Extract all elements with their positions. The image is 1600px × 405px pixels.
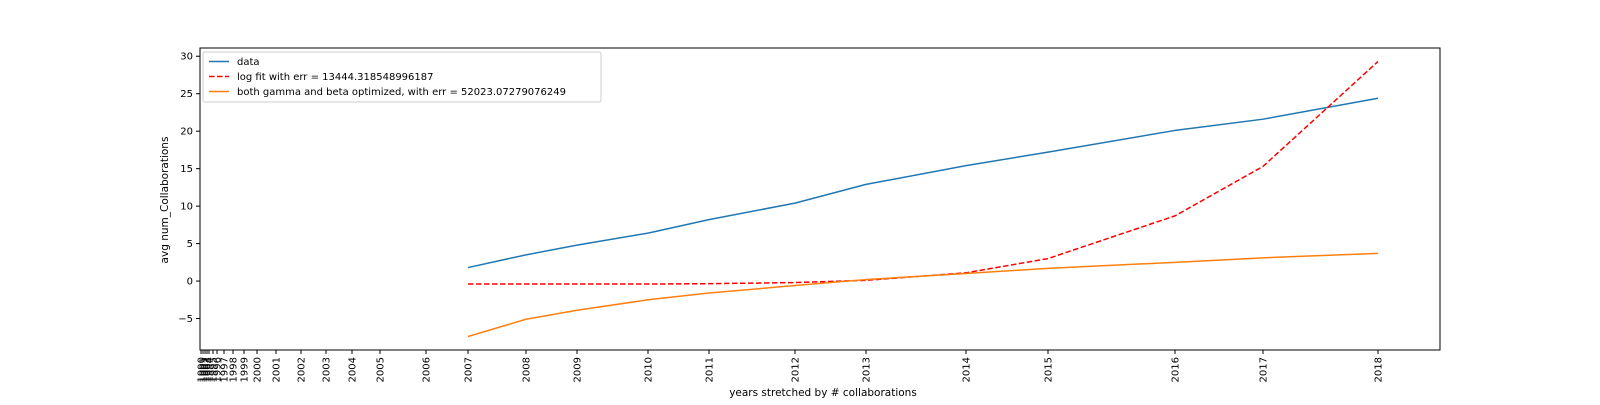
- x-tick-label: 2013: [862, 357, 873, 382]
- y-tick-label: 5: [187, 239, 193, 250]
- x-tick-label: 1991: [199, 357, 210, 382]
- x-tick-label: 2005: [376, 357, 387, 382]
- x-tick-label: 1995: [209, 357, 220, 382]
- x-tick-label: 2000: [253, 357, 264, 382]
- y-tick-label: 20: [180, 127, 193, 138]
- y-tick-label: 25: [180, 89, 193, 100]
- x-tick-label: 2010: [644, 357, 655, 382]
- x-tick-label: 1994: [205, 357, 216, 382]
- series-line-1: [467, 97, 1379, 269]
- y-axis-label: avg num_Collaborations: [159, 137, 171, 264]
- x-tick-label: 1993: [203, 357, 214, 382]
- x-tick-label: 2001: [272, 357, 283, 382]
- x-axis-label: years stretched by # collaborations: [729, 387, 917, 399]
- x-tick-label: 2007: [464, 357, 475, 382]
- series-line-2: [468, 60, 1379, 285]
- legend-label-3: both gamma and beta optimized, with err …: [237, 87, 566, 98]
- x-tick-label: 2009: [573, 357, 584, 382]
- x-tick-label: 2015: [1044, 357, 1055, 382]
- y-tick-label: 30: [180, 52, 193, 63]
- series-line-3: [467, 252, 1379, 338]
- x-tick-label: 2002: [297, 357, 308, 382]
- x-tick-label: 2011: [705, 357, 716, 382]
- x-tick-label: 1996: [213, 357, 224, 382]
- x-tick-label: 1990: [197, 357, 208, 382]
- x-tick-label: 2014: [962, 357, 973, 382]
- x-tick-label: 2018: [1374, 357, 1385, 382]
- y-tick-label: 15: [180, 164, 193, 175]
- x-tick-label: 2012: [791, 357, 802, 382]
- x-tick-label: 2016: [1171, 357, 1182, 382]
- x-tick-label: 2004: [348, 357, 359, 382]
- x-tick-label: 1997: [220, 357, 231, 382]
- x-tick-label: 2017: [1259, 357, 1270, 382]
- x-tick-label: 1992: [201, 357, 212, 382]
- y-ticks: −5 0 5 10 15 20 25 30: [178, 52, 200, 325]
- x-tick-label: 2008: [522, 357, 533, 382]
- legend-label-1: data: [237, 57, 260, 68]
- x-tick-label: 2003: [322, 357, 333, 382]
- legend-box: [202, 51, 602, 103]
- plot-frame: [199, 47, 1441, 351]
- x-tick-label: 1999: [240, 357, 251, 382]
- legend: data log fit with err = 13444.31854899618…: [202, 51, 602, 103]
- y-tick-label: 0: [187, 277, 193, 288]
- legend-label-2: log fit with err = 13444.318548996187: [237, 72, 434, 83]
- x-tick-label: 2006: [422, 357, 433, 382]
- y-tick-label: 10: [180, 202, 193, 213]
- y-tick-label: −5: [178, 314, 193, 325]
- plot-layer: [467, 60, 1379, 338]
- x-tick-label: 1998: [229, 357, 240, 382]
